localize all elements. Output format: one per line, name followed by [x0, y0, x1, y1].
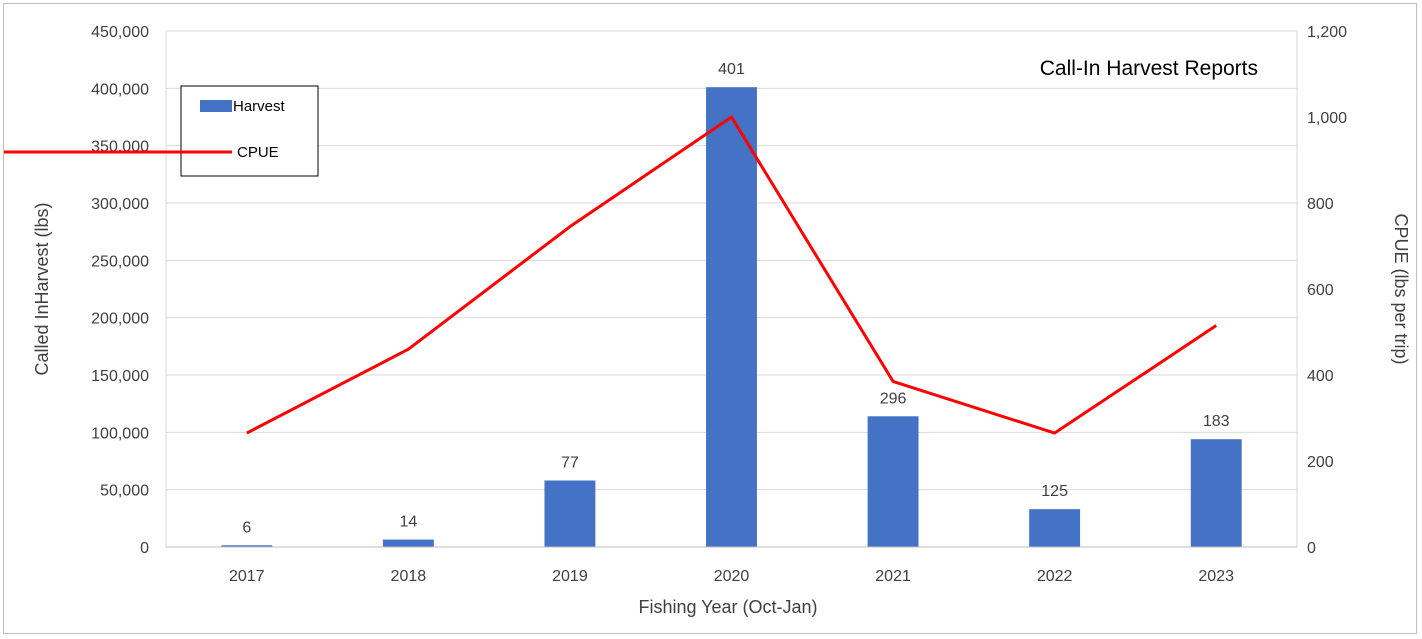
- x-tick-label: 2019: [552, 568, 588, 585]
- y-tick-label: 300,000: [91, 196, 149, 213]
- axes: 0 50,000 100,000 150,000 200,000 250,000 300,0…: [91, 24, 1347, 585]
- y-tick-label: 450,000: [91, 24, 149, 41]
- x-tick-label: 2017: [229, 568, 265, 585]
- x-tick-label: 2022: [1037, 568, 1073, 585]
- bar-harvest: [544, 480, 596, 547]
- x-tick-label: 2020: [714, 568, 750, 585]
- bar-data-label: 401: [718, 61, 745, 78]
- bar-data-label: 125: [1041, 483, 1068, 500]
- legend: Harvest CPUE: [4, 85, 319, 177]
- y-tick-label: 0: [140, 540, 149, 557]
- y2-tick-label: 1,000: [1307, 110, 1347, 127]
- legend-label-harvest: Harvest: [233, 98, 286, 115]
- bar-data-label: 77: [561, 454, 579, 471]
- y2-tick-label: 200: [1307, 454, 1334, 471]
- bar-data-label: 183: [1203, 413, 1230, 430]
- legend-swatch-harvest: [200, 100, 232, 112]
- y2-axis-title: CPUE (lbs per trip): [1391, 213, 1411, 364]
- bar-harvest: [1190, 439, 1242, 547]
- harvest-bars: [221, 87, 1242, 547]
- bar-data-label: 14: [399, 514, 417, 531]
- x-tick-label: 2023: [1198, 568, 1234, 585]
- y-tick-label: 400,000: [91, 81, 149, 98]
- bar-harvest: [1029, 509, 1081, 547]
- x-tick-label: 2021: [875, 568, 911, 585]
- bar-data-label: 296: [880, 390, 907, 407]
- legend-label-cpue: CPUE: [237, 144, 279, 161]
- y-tick-label: 50,000: [100, 483, 149, 500]
- chart-title: Call-In Harvest Reports: [1040, 57, 1258, 80]
- y2-tick-label: 800: [1307, 196, 1334, 213]
- bar-data-label: 6: [242, 519, 251, 536]
- bar-harvest: [706, 87, 757, 547]
- x-tick-label: 2018: [391, 568, 427, 585]
- chart-frame: 6 14 77 401 296 125 183 0 50,000 100,000 150,000 2…: [3, 3, 1417, 634]
- y-tick-label: 100,000: [91, 425, 149, 442]
- y2-tick-label: 600: [1307, 282, 1334, 299]
- bar-harvest: [382, 539, 434, 547]
- bar-harvest: [867, 416, 919, 547]
- y-tick-label: 250,000: [91, 253, 149, 270]
- y-axis-title: Called InHarvest (lbs): [32, 202, 52, 375]
- y-tick-label: 150,000: [91, 368, 149, 385]
- bar-data-labels: 6 14 77 401 296 125 183: [242, 61, 1229, 536]
- y-tick-label: 200,000: [91, 311, 149, 328]
- cpue-line-group: [246, 115, 1218, 435]
- y2-tick-label: 400: [1307, 368, 1334, 385]
- y2-tick-label: 0: [1307, 540, 1316, 557]
- bar-harvest: [221, 545, 273, 547]
- y2-tick-label: 1,200: [1307, 24, 1347, 41]
- chart: 6 14 77 401 296 125 183 0 50,000 100,000 150,000 2…: [4, 24, 1411, 617]
- x-axis-title: Fishing Year (Oct-Jan): [638, 597, 817, 617]
